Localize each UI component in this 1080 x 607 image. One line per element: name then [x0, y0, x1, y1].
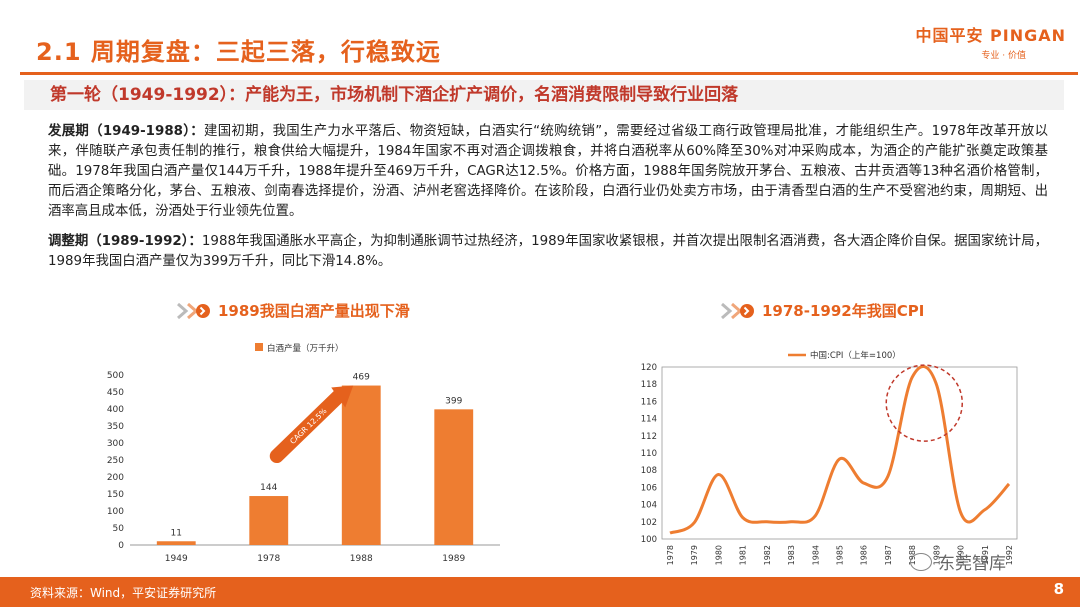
- x-tick-label: 1949: [165, 554, 188, 564]
- x-tick-label: 1981: [739, 545, 748, 565]
- y-tick-label: 350: [107, 422, 124, 432]
- logo-main-text: 中国平安 PINGAN: [915, 26, 1066, 45]
- bar-value-label: 144: [260, 483, 277, 493]
- x-tick-label: 1980: [714, 545, 723, 565]
- y-tick-label: 110: [641, 449, 657, 459]
- chart1-title: 1989我国白酒产量出现下滑: [176, 300, 410, 321]
- chart1-title-text: 1989我国白酒产量出现下滑: [218, 302, 410, 320]
- section-subheading: 第一轮（1949-1992）：产能为王，市场机制下酒企扩产调价，名酒消费限制导致…: [24, 80, 1064, 110]
- y-tick-label: 100: [641, 535, 657, 545]
- y-tick-label: 0: [118, 541, 124, 551]
- peak-highlight-circle: [885, 364, 963, 442]
- y-tick-label: 150: [107, 490, 124, 500]
- y-tick-label: 106: [641, 483, 657, 493]
- bar: [156, 541, 196, 545]
- x-tick-label: 1991: [981, 545, 990, 565]
- legend-swatch: [255, 343, 263, 351]
- y-tick-label: 102: [641, 518, 657, 528]
- watermark: 东莞智库: [910, 549, 1006, 574]
- chevron-icon: [177, 302, 210, 319]
- chart2-title-text: 1978-1992年我国CPI: [762, 302, 925, 320]
- x-tick-label: 1992: [1005, 545, 1014, 565]
- page-number: 8: [1053, 580, 1064, 598]
- bar: [434, 409, 474, 545]
- y-tick-label: 300: [107, 439, 124, 449]
- source-note: 资料来源：Wind，平安证券研究所: [30, 586, 217, 600]
- bar-value-label: 469: [353, 373, 370, 383]
- y-tick-label: 500: [107, 371, 124, 381]
- y-tick-label: 200: [107, 473, 124, 483]
- footer-bar: [0, 577, 1080, 607]
- paragraph-adjustment: 调整期（1989-1992）：1988年我国通胀水平高企，为抑制通胀调节过热经济…: [48, 232, 1048, 272]
- bar-value-label: 11: [171, 528, 182, 538]
- y-tick-label: 250: [107, 456, 124, 466]
- x-tick-label: 1990: [957, 545, 966, 565]
- title-divider: [20, 72, 1078, 75]
- chat-icon: [910, 552, 932, 571]
- page-title: 2.1 周期复盘：三起三落，行稳致远: [36, 38, 441, 66]
- x-tick-label: 1988: [350, 554, 373, 564]
- legend-label: 白酒产量（万千升）: [267, 343, 344, 354]
- y-tick-label: 118: [641, 380, 657, 390]
- y-tick-label: 108: [641, 466, 657, 476]
- x-tick-label: 1984: [811, 545, 820, 565]
- paragraph-development: 发展期（1949-1988）：建国初期，我国生产力水平落后、物资短缺，白酒实行“…: [48, 122, 1048, 222]
- x-tick-label: 1983: [787, 545, 796, 565]
- paragraph-adjustment-label: 调整期（1989-1992）：: [48, 234, 202, 249]
- x-tick-label: 1989: [932, 545, 941, 565]
- y-tick-label: 50: [113, 524, 125, 534]
- y-tick-label: 104: [641, 501, 657, 511]
- bar: [249, 496, 289, 545]
- series-line: [669, 365, 1011, 535]
- legend-label: 中国:CPI（上年=100）: [810, 350, 901, 361]
- x-tick-label: 1978: [257, 554, 280, 564]
- y-tick-label: 114: [641, 415, 657, 425]
- bar: [341, 385, 381, 545]
- x-tick-label: 1982: [763, 545, 772, 565]
- chart2-title: 1978-1992年我国CPI: [720, 300, 924, 321]
- x-tick-label: 1987: [884, 545, 893, 565]
- y-tick-label: 100: [107, 507, 124, 517]
- logo-sub-text: 专业 · 价值: [981, 51, 1026, 61]
- y-tick-label: 120: [641, 363, 657, 373]
- paragraph-adjustment-text: 1988年我国通胀水平高企，为抑制通胀调节过热经济，1989年国家收紧银根，并首…: [48, 234, 1048, 269]
- cagr-arrow: CAGR 12.5%: [269, 385, 354, 464]
- x-tick-label: 1986: [860, 545, 869, 565]
- y-tick-label: 112: [641, 432, 657, 442]
- chevron-icon: [721, 302, 754, 319]
- paragraph-development-label: 发展期（1949-1988）：: [48, 124, 204, 139]
- y-tick-label: 450: [107, 388, 124, 398]
- cagr-label: CAGR 12.5%: [288, 406, 328, 445]
- brand-logo: 中国平安 PINGAN 专业 · 价值: [915, 22, 1066, 61]
- bar-value-label: 399: [445, 396, 462, 406]
- y-tick-label: 116: [641, 397, 657, 407]
- line-chart: 中国:CPI（上年=100） 100 102 104 106 108 110 112 114 11…: [641, 350, 1018, 565]
- bar-chart: 白酒产量（万千升） 0 50 100 150 200 250 300 350 400 450 500 1…: [107, 343, 500, 564]
- x-tick-label: 1978: [666, 545, 675, 565]
- x-tick-label: 1989: [442, 554, 465, 564]
- plot-frame: [661, 366, 1018, 540]
- x-tick-label: 1985: [836, 545, 845, 565]
- watermark-text: 东莞智库: [938, 554, 1006, 574]
- x-tick-label: 1979: [690, 545, 699, 565]
- paragraph-development-text: 建国初期，我国生产力水平落后、物资短缺，白酒实行“统购统销”，需要经过省级工商行…: [48, 124, 1048, 219]
- y-tick-label: 400: [107, 405, 124, 415]
